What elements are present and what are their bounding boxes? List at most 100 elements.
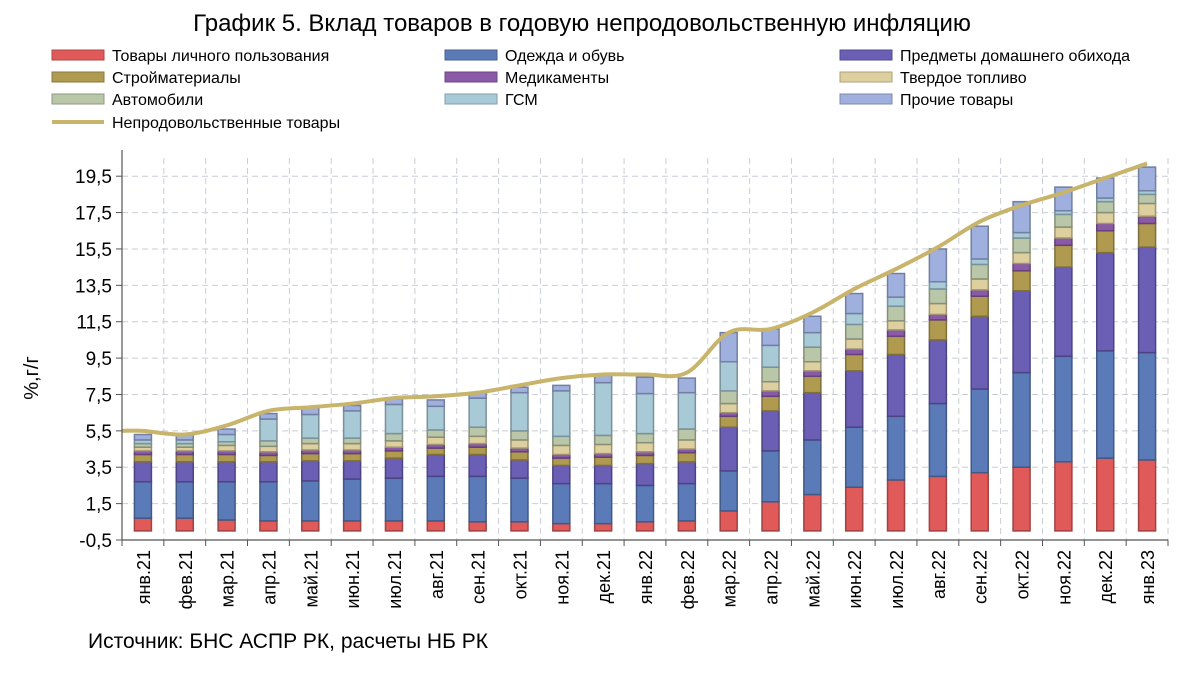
bar-segment (1137, 351, 1157, 461)
bar-segment (593, 464, 613, 485)
bar-segment (384, 403, 404, 435)
bar-segment (970, 278, 989, 291)
x-tick-label: дек.22 (1096, 550, 1116, 603)
bar-segment (844, 426, 864, 488)
bar-segment (1012, 466, 1031, 532)
series-line (121, 161, 1148, 437)
bar-segment (133, 453, 153, 463)
bar-segment (510, 521, 529, 532)
bar-segment (719, 415, 738, 428)
bar-segment (301, 452, 320, 462)
bar-segment (677, 482, 697, 522)
bar-segment (803, 346, 822, 363)
bar-segment (259, 461, 278, 483)
bar-segment (761, 410, 780, 452)
bar-segment (468, 475, 487, 523)
bar-segment (301, 413, 320, 439)
legend-item: Товары личного пользования (51, 48, 329, 65)
legend-label: Одежда и обувь (505, 48, 624, 65)
bar-segment (342, 442, 362, 451)
y-tick-label: 3,5 (86, 458, 112, 479)
bar-segment (552, 482, 571, 525)
bar-segment (1012, 270, 1031, 292)
bar-segment (719, 426, 738, 472)
bar-segment (1137, 202, 1157, 217)
x-tick-label: окт.22 (1013, 550, 1033, 599)
bar-segment (510, 391, 529, 432)
y-tick-label: 13,5 (75, 276, 112, 297)
legend-item: Прочие товары (839, 92, 1013, 109)
bar-segment (1137, 459, 1157, 532)
bar-segment (1095, 211, 1115, 225)
bar-segment (1095, 457, 1115, 532)
bar-segment (1012, 290, 1031, 374)
bar-segment (593, 482, 613, 525)
legend-label: Предметы домашнего обихода (900, 48, 1130, 65)
legend-item: Медикаменты (444, 70, 609, 87)
bar-segment (259, 445, 278, 453)
bar-segment (552, 435, 571, 447)
bar-segment (1137, 246, 1157, 354)
bar-segment (677, 520, 697, 532)
bar-segment (175, 481, 195, 519)
bar-segment (1012, 251, 1031, 265)
x-tick-label: ноя.22 (1054, 550, 1074, 605)
bar-segment (761, 501, 780, 532)
bar-segment (1095, 200, 1115, 214)
legend-label: Автомобили (112, 92, 203, 109)
bar-segment (426, 453, 446, 478)
y-tick-label: 19,5 (75, 167, 112, 188)
bar-segment (803, 370, 822, 378)
bar-segment (217, 433, 236, 443)
bar-segment (1095, 251, 1115, 352)
x-tick-label: апр.22 (762, 550, 782, 605)
bar-segment (1137, 222, 1157, 248)
bar-segment (886, 305, 906, 322)
legend-swatch (51, 93, 105, 105)
bar-segment (510, 430, 529, 441)
bar-segment (803, 315, 822, 334)
bar-segment (1054, 266, 1073, 358)
bar-segment (719, 402, 738, 414)
bar-segment (886, 335, 906, 356)
legend-label: Стройматериалы (112, 70, 241, 87)
bar-segment (217, 461, 236, 483)
bar-segment (426, 436, 446, 446)
bar-segment (426, 429, 446, 438)
bar-segment (635, 392, 655, 435)
y-tick-label: 7,5 (86, 385, 112, 406)
bar-segment (259, 418, 278, 442)
x-tick-label: ноя.21 (552, 550, 572, 605)
bar-segment (635, 521, 655, 532)
bar-segment (593, 456, 613, 467)
bar-segment (970, 471, 989, 532)
bar-segment (1012, 262, 1031, 272)
bar-segment (761, 344, 780, 368)
bar-segment (928, 402, 948, 478)
bar-segment (677, 439, 697, 450)
bar-segment (593, 381, 613, 437)
bar-segment (552, 384, 571, 392)
x-tick-label: июл.22 (887, 550, 907, 609)
bar-segment (342, 404, 362, 412)
bar-segment (468, 397, 487, 428)
bar-segment (1095, 222, 1115, 232)
bar-segment (217, 444, 236, 452)
x-tick-label: май.21 (301, 550, 321, 607)
bar-segment (719, 470, 738, 512)
bar-segment (761, 450, 780, 503)
x-tick-label: июн.21 (343, 550, 363, 609)
legend-swatch (51, 49, 105, 61)
bar-segment (133, 433, 153, 441)
source-note: Источник: БНС АСПР РК, расчеты НБ РК (88, 630, 488, 653)
bar-segment (384, 432, 404, 442)
bar-segment (175, 461, 195, 483)
x-tick-label: сен.22 (971, 550, 991, 604)
bar-segment (552, 390, 571, 438)
bar-segment (593, 443, 613, 455)
bar-segment (886, 329, 906, 338)
bar-segment (1137, 166, 1157, 192)
bar-segment (1054, 461, 1073, 532)
bar-segment (1054, 355, 1073, 463)
x-tick-label: окт.21 (510, 550, 530, 599)
